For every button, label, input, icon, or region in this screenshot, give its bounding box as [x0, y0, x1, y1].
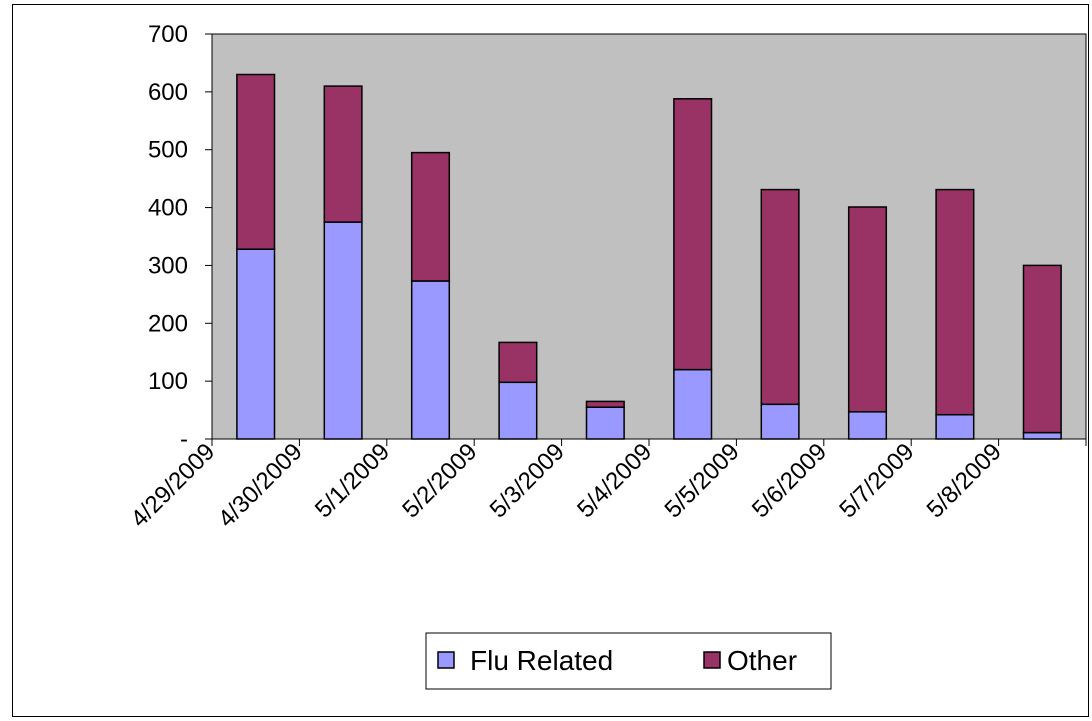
- bar-other-0: [236, 73, 276, 250]
- x-tick-label: 5/6/2009: [747, 438, 832, 523]
- legend-swatch-other: [703, 651, 721, 669]
- bar-flu-related-1: [323, 221, 363, 440]
- chart-frame: - 100 200 300 400 500 600 700 4/29/2009 4/30/2009…: [12, 4, 1089, 717]
- legend-label-flu-related: Flu Related: [470, 645, 613, 676]
- bar-other-6: [760, 188, 800, 406]
- x-tick-label: 5/4/2009: [572, 438, 657, 523]
- bar-other-1: [323, 85, 363, 223]
- legend-swatch-flu-related: [437, 651, 455, 669]
- stacked-bar-chart: - 100 200 300 400 500 600 700 4/29/20094/30/2009…: [126, 21, 1087, 690]
- legend-label-other: Other: [727, 645, 797, 676]
- bar-flu-related-0: [236, 248, 276, 440]
- x-tick-label: 5/7/2009: [834, 438, 919, 523]
- y-tick-label: 600: [148, 79, 188, 106]
- legend-box: [425, 632, 832, 690]
- y-tick-label: 700: [148, 21, 188, 48]
- y-tick-label: 300: [148, 252, 188, 279]
- x-tick-label: 5/8/2009: [922, 438, 1007, 523]
- x-tick-label: 4/29/2009: [126, 438, 221, 533]
- bar-other-3: [498, 341, 538, 384]
- bar-other-2: [410, 151, 451, 282]
- x-tick-label: 4/30/2009: [213, 438, 308, 533]
- x-tick-label: 5/3/2009: [485, 438, 570, 523]
- x-tick-label: 5/5/2009: [659, 438, 744, 523]
- bar-other-7: [847, 206, 888, 413]
- bar-flu-related-9: [1022, 431, 1062, 440]
- bar-flu-related-4: [585, 406, 625, 440]
- bar-other-9: [1022, 264, 1062, 434]
- bar-flu-related-2: [410, 280, 451, 440]
- bar-flu-related-6: [760, 403, 800, 440]
- x-tick-label: 5/1/2009: [310, 438, 395, 523]
- bar-flu-related-3: [498, 381, 538, 440]
- y-tick-label: 500: [148, 137, 188, 164]
- y-tick-label: -: [180, 426, 188, 453]
- bar-other-5: [673, 98, 713, 371]
- bar-flu-related-8: [935, 413, 975, 440]
- x-tick-label: 5/2/2009: [397, 438, 482, 523]
- bar-other-8: [935, 188, 975, 416]
- legend: Flu Related Other: [425, 632, 832, 690]
- bar-other-4: [585, 400, 625, 408]
- bars-layer: [236, 73, 1062, 440]
- bar-flu-related-7: [847, 411, 888, 440]
- y-tick-label: 400: [148, 195, 188, 222]
- y-tick-label: 100: [148, 368, 188, 395]
- y-tick-label: 200: [148, 310, 188, 337]
- bar-flu-related-5: [673, 368, 713, 440]
